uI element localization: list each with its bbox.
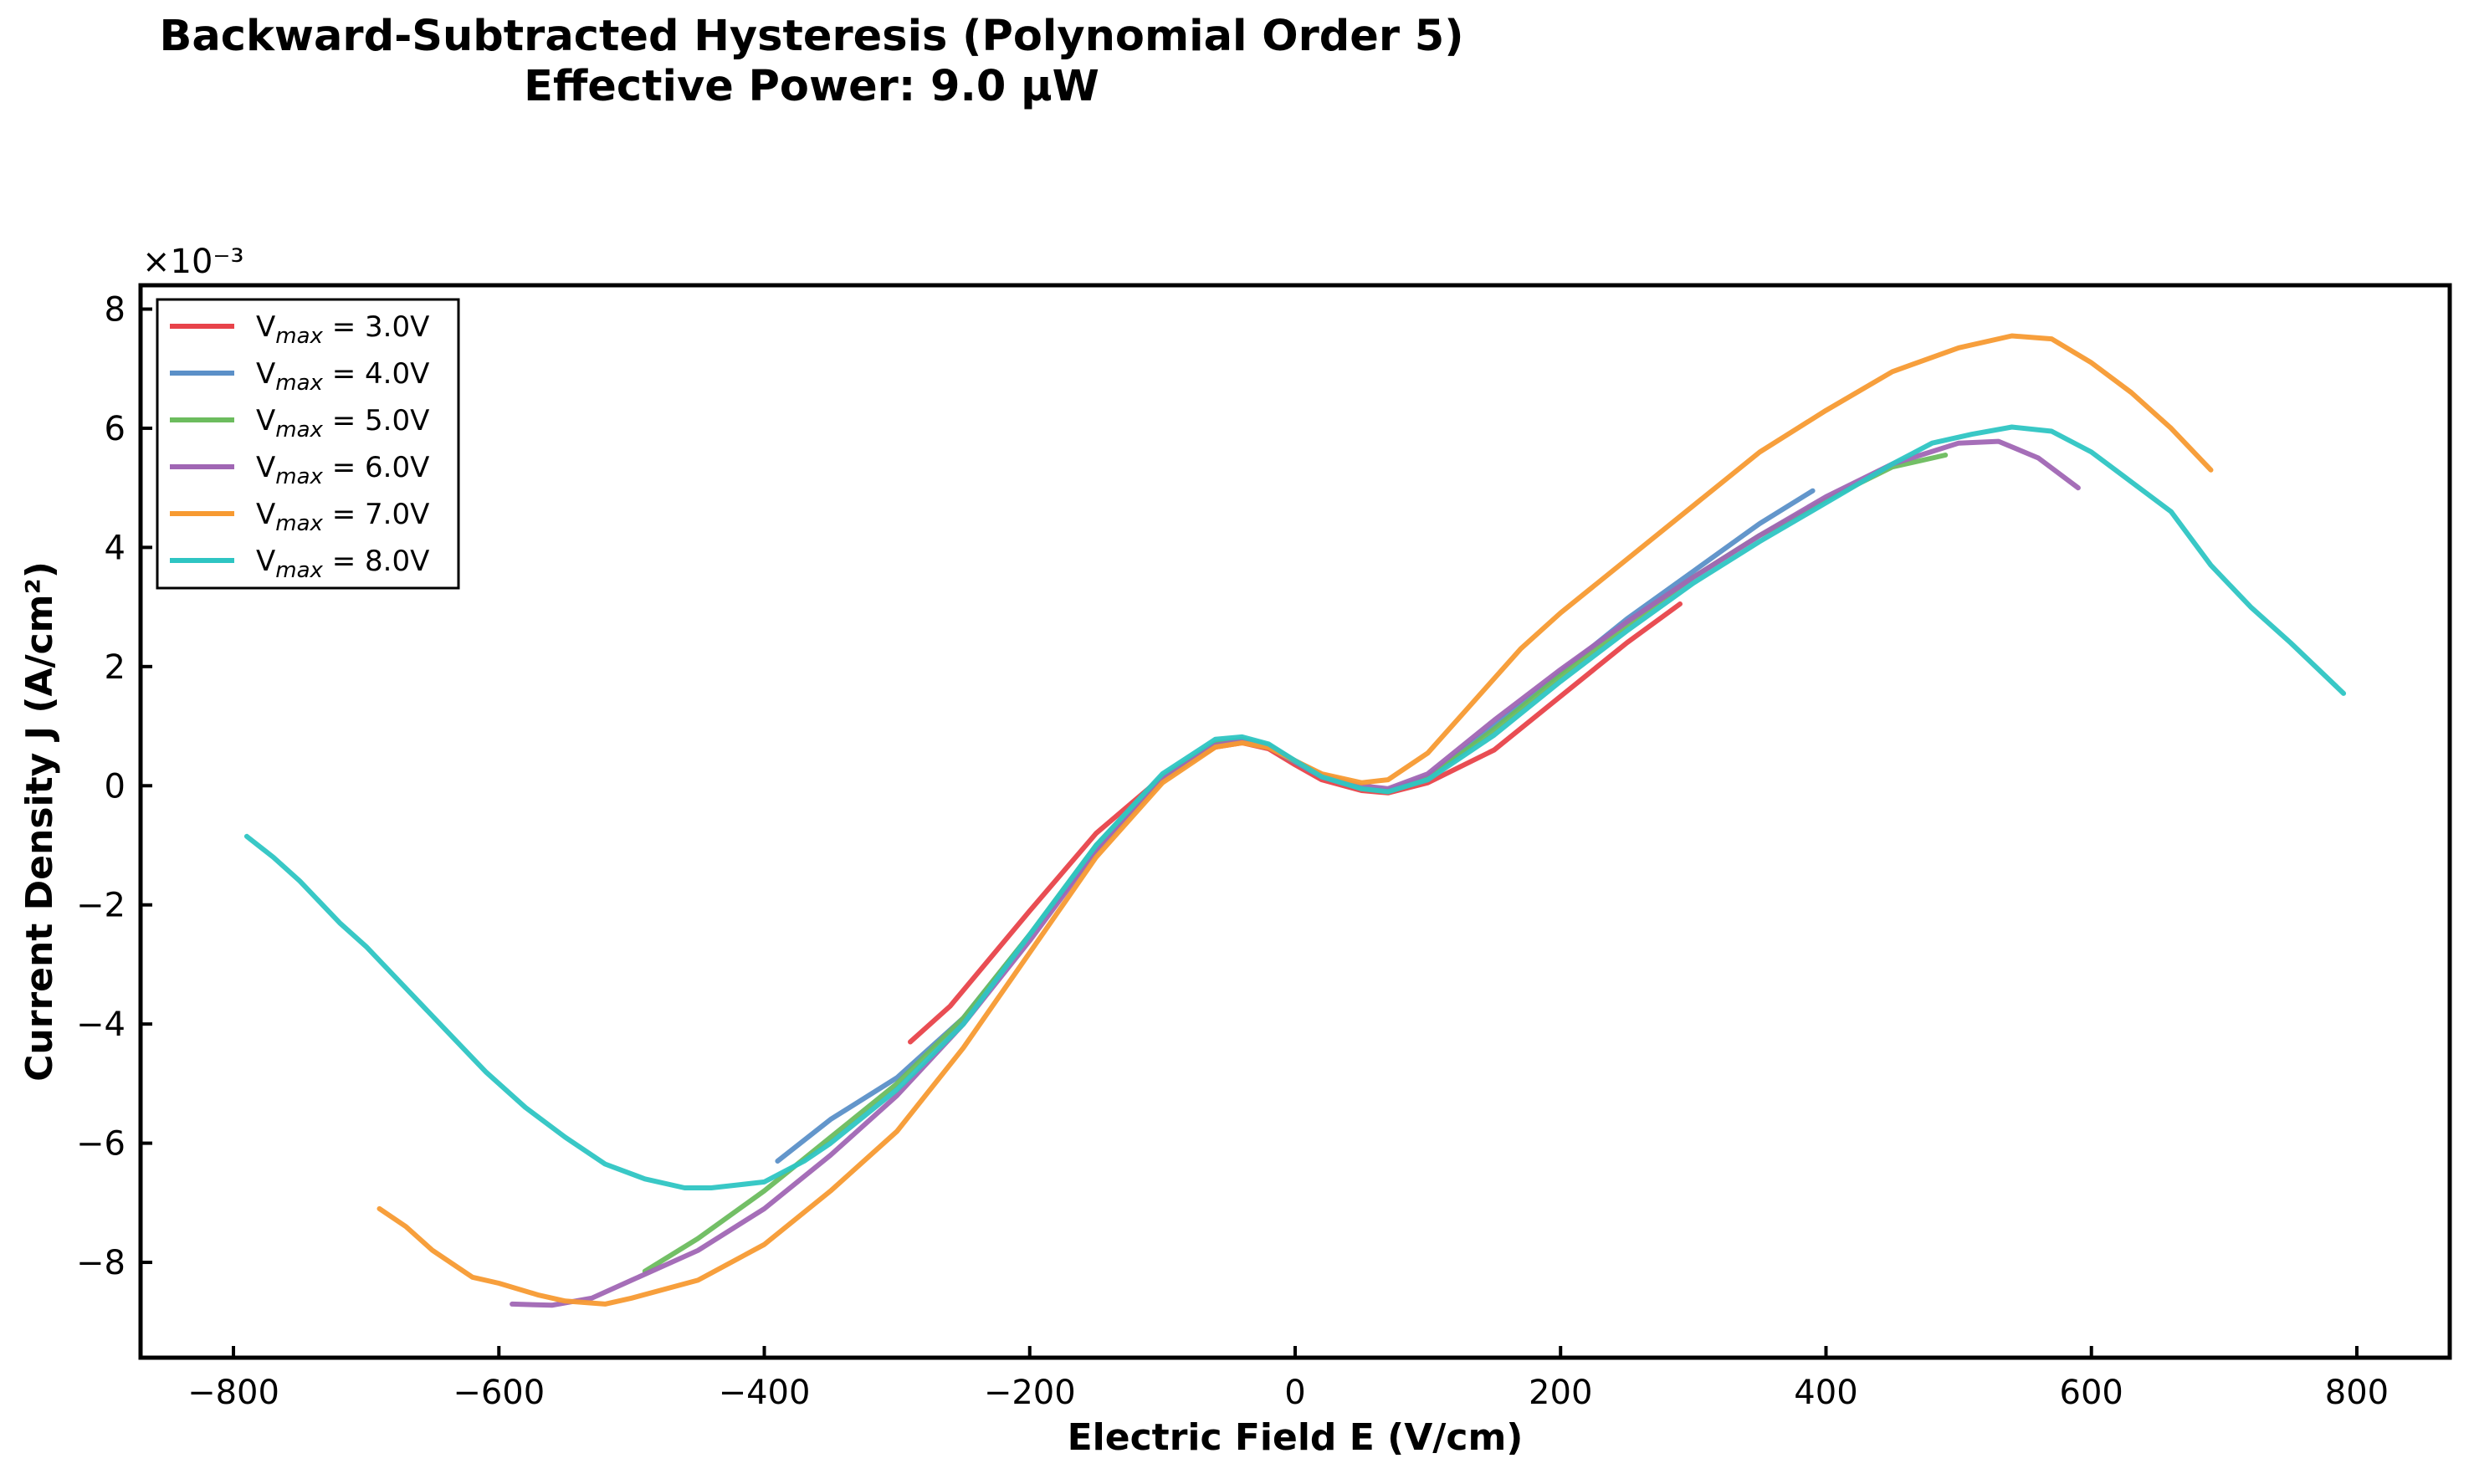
chart-title-block: Backward-Subtracted Hysteresis (Polynomi… bbox=[0, 12, 1623, 112]
x-tick-label: 200 bbox=[1529, 1374, 1592, 1412]
legend-label: Vmax = 8.0V bbox=[256, 545, 429, 583]
y-tick-label: −8 bbox=[76, 1244, 125, 1282]
legend-box bbox=[156, 298, 460, 590]
legend-label: Vmax = 7.0V bbox=[256, 498, 429, 536]
y-axis-scale-label: ×10⁻³ bbox=[142, 243, 244, 281]
y-tick-label: 8 bbox=[105, 290, 125, 329]
legend-label: Vmax = 5.0V bbox=[256, 404, 429, 443]
y-tick-label: −6 bbox=[76, 1125, 125, 1164]
y-axis-label: Current Density J (A/cm²) bbox=[18, 561, 61, 1082]
chart-subtitle: Effective Power: 9.0 µW bbox=[524, 62, 1099, 111]
y-tick-label: 2 bbox=[105, 648, 125, 687]
x-tick-label: 600 bbox=[2060, 1374, 2123, 1412]
legend-label: Vmax = 3.0V bbox=[256, 310, 429, 349]
series-line-1 bbox=[908, 601, 1683, 1045]
x-tick-label: −400 bbox=[719, 1374, 811, 1412]
x-tick-label: 400 bbox=[1794, 1374, 1857, 1412]
series-line-6 bbox=[243, 424, 2347, 1190]
legend: Vmax = 3.0V Vmax = 4.0V Vmax = 5.0V Vmax = … bbox=[156, 298, 460, 590]
legend-label: Vmax = 6.0V bbox=[256, 451, 429, 489]
x-tick-label: 800 bbox=[2325, 1374, 2389, 1412]
y-tick-label: 4 bbox=[105, 529, 125, 567]
y-tick-label: 0 bbox=[105, 767, 125, 806]
x-tick-label: −800 bbox=[187, 1374, 279, 1412]
series-line-4 bbox=[510, 438, 2081, 1308]
series-layer bbox=[243, 333, 2347, 1308]
ticks-layer: −800 −600 −400 −200 0 200 400 600 800 −8 −6 −4 −2 0 2 4… bbox=[76, 290, 2389, 1412]
y-tick-label: 6 bbox=[105, 410, 125, 448]
y-tick-label: −2 bbox=[76, 887, 125, 925]
series-line-5 bbox=[376, 333, 2214, 1307]
axes-frame bbox=[138, 283, 2452, 1360]
y-tick-label: −4 bbox=[76, 1006, 125, 1044]
x-tick-label: 0 bbox=[1284, 1374, 1305, 1412]
x-tick-label: −600 bbox=[453, 1374, 545, 1412]
legend-label: Vmax = 4.0V bbox=[256, 357, 429, 396]
x-axis-label: Electric Field E (V/cm) bbox=[1068, 1416, 1524, 1459]
x-tick-label: −200 bbox=[984, 1374, 1076, 1412]
chart-title: Backward-Subtracted Hysteresis (Polynomi… bbox=[159, 12, 1464, 61]
